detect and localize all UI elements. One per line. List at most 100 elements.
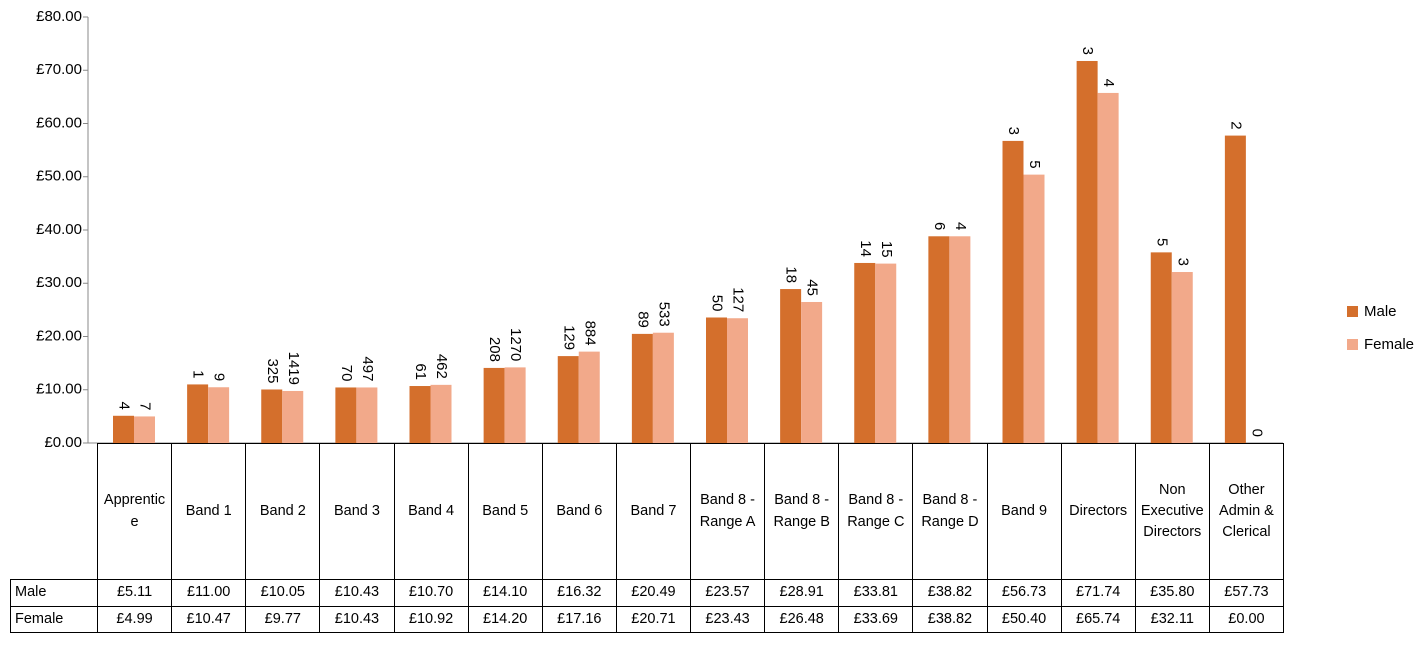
- table-value: £32.11: [1134, 605, 1210, 633]
- legend-swatch: [1347, 306, 1358, 317]
- bar: [430, 384, 452, 443]
- count-label: 18: [783, 266, 800, 283]
- bar: [113, 415, 134, 443]
- table-value: £23.43: [690, 605, 766, 633]
- table-value: £28.91: [764, 579, 840, 607]
- table-value: £10.70: [393, 579, 469, 607]
- count-label: 127: [730, 287, 747, 312]
- count-label: 533: [655, 302, 672, 327]
- legend-label: Male: [1364, 303, 1397, 320]
- bar: [854, 262, 876, 443]
- table-value: £65.74: [1060, 605, 1136, 633]
- bar: [949, 236, 971, 443]
- row-label: Male: [10, 579, 98, 607]
- count-label: 462: [433, 354, 450, 379]
- table-value: £20.49: [615, 579, 691, 607]
- bar: [780, 289, 802, 443]
- bar: [706, 317, 727, 443]
- row-label: Female: [10, 605, 98, 633]
- category-label: Other Admin & Clerical: [1208, 443, 1284, 580]
- category-label: Directors: [1060, 443, 1136, 580]
- count-label: 89: [634, 311, 651, 328]
- count-label: 7: [137, 402, 154, 410]
- table-value: £0.00: [1208, 605, 1284, 633]
- y-tick-label: £80.00: [36, 8, 82, 25]
- count-label: 3: [1174, 258, 1191, 266]
- table-value: £26.48: [764, 605, 840, 633]
- table-value: £5.11: [97, 579, 173, 607]
- table-corner: [10, 443, 97, 580]
- bar: [261, 389, 283, 443]
- count-label: 884: [581, 321, 598, 346]
- bar: [1224, 135, 1246, 443]
- count-label: 4: [116, 401, 133, 409]
- table-value: £17.16: [541, 605, 617, 633]
- count-label: 4: [952, 222, 969, 230]
- bar: [187, 384, 209, 443]
- category-label: Band 5: [467, 443, 543, 580]
- table-value: £20.71: [615, 605, 691, 633]
- table-value: £10.47: [171, 605, 247, 633]
- bar: [208, 387, 230, 443]
- bar: [727, 318, 748, 443]
- count-label: 325: [264, 358, 281, 383]
- table-value: £33.81: [838, 579, 914, 607]
- bar: [928, 236, 950, 443]
- count-label: 61: [412, 363, 429, 380]
- table-value: £33.69: [838, 605, 914, 633]
- table-value: £10.43: [319, 579, 395, 607]
- table-value: £10.92: [393, 605, 469, 633]
- count-label: 50: [709, 295, 726, 312]
- bar: [356, 387, 378, 443]
- table-value: £16.32: [541, 579, 617, 607]
- bar: [335, 387, 357, 443]
- table-value: £10.43: [319, 605, 395, 633]
- y-tick-label: £50.00: [36, 168, 82, 185]
- y-tick-label: £40.00: [36, 221, 82, 238]
- count-label: 4: [1100, 79, 1117, 87]
- category-label: Band 2: [245, 443, 321, 580]
- category-label: Band 7: [615, 443, 691, 580]
- table-value: £11.00: [171, 579, 247, 607]
- legend-swatch: [1347, 339, 1358, 350]
- count-label: 45: [804, 279, 821, 296]
- count-label: 15: [878, 241, 895, 258]
- bar: [875, 263, 897, 443]
- y-tick-label: £10.00: [36, 381, 82, 398]
- bar: [134, 416, 155, 443]
- bar: [282, 390, 304, 443]
- category-label: Apprentice: [97, 443, 173, 580]
- count-label: 208: [486, 337, 503, 362]
- category-label: Non Executive Directors: [1134, 443, 1210, 580]
- y-tick-label: £70.00: [36, 61, 82, 78]
- legend-label: Female: [1364, 336, 1414, 353]
- count-label: 497: [359, 356, 376, 381]
- bar: [1097, 92, 1119, 443]
- count-label: 1419: [285, 352, 302, 385]
- category-label: Band 8 - Range B: [764, 443, 840, 580]
- table-value: £14.10: [467, 579, 543, 607]
- count-label: 3: [1079, 47, 1096, 55]
- table-value: £38.82: [912, 605, 988, 633]
- count-label: 14: [857, 240, 874, 257]
- table-value: £50.40: [986, 605, 1062, 633]
- y-tick-label: £0.00: [44, 434, 82, 451]
- count-label: 1: [190, 370, 207, 378]
- y-tick-label: £60.00: [36, 114, 82, 131]
- table-value: £4.99: [97, 605, 173, 633]
- category-label: Band 1: [171, 443, 247, 580]
- bar: [801, 301, 823, 443]
- bar: [1150, 252, 1172, 443]
- bar: [1023, 174, 1045, 443]
- count-label: 9: [211, 373, 228, 381]
- table-value: £57.73: [1208, 579, 1284, 607]
- table-value: £10.05: [245, 579, 321, 607]
- bar: [483, 367, 505, 443]
- bar: [631, 333, 653, 443]
- category-label: Band 4: [393, 443, 469, 580]
- bar: [1076, 60, 1098, 444]
- y-tick-label: £20.00: [36, 327, 82, 344]
- count-label: 6: [931, 222, 948, 230]
- count-label: 2: [1227, 121, 1244, 129]
